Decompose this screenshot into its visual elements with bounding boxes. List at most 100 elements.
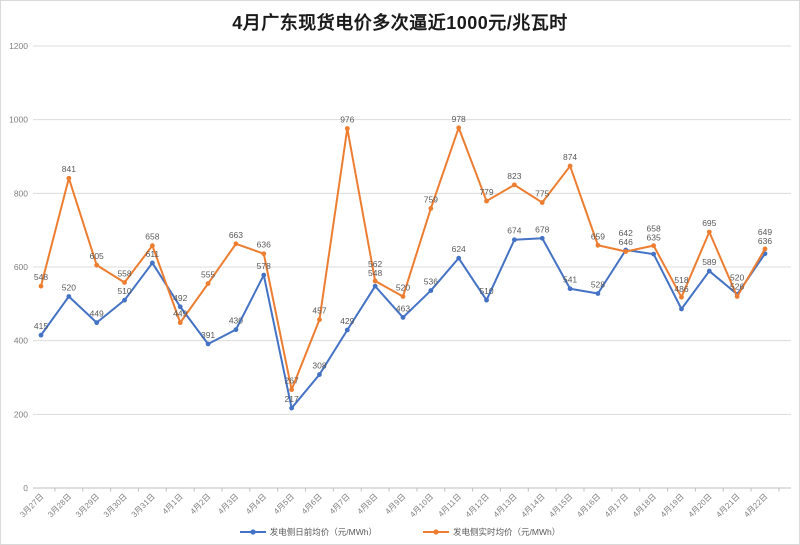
data-point-label-day-ahead: 430	[229, 316, 243, 326]
data-point-label-realtime: 449	[173, 309, 187, 319]
y-axis-tick-label: 800	[14, 188, 28, 198]
x-axis-tick-label: 4月15日	[547, 492, 574, 519]
data-point-label-realtime: 658	[145, 232, 159, 242]
data-point-label-realtime: 779	[479, 187, 493, 197]
data-point-label-realtime: 518	[674, 275, 688, 285]
data-point-label-day-ahead: 536	[424, 277, 438, 287]
data-point-marker	[289, 405, 295, 411]
data-point-label-realtime: 520	[396, 282, 410, 292]
data-point-label-realtime: 976	[340, 115, 354, 125]
data-point-marker	[177, 304, 183, 310]
data-point-label-realtime: 695	[702, 218, 716, 228]
data-point-label-day-ahead: 548	[368, 268, 382, 278]
data-point-marker	[511, 182, 517, 188]
data-point-marker	[706, 268, 712, 274]
data-point-label-day-ahead: 646	[619, 237, 633, 247]
data-point-label-realtime: 823	[507, 171, 521, 181]
data-point-marker	[38, 332, 44, 338]
data-point-marker	[372, 283, 378, 289]
x-axis-tick-label: 4月7日	[328, 492, 352, 516]
data-point-marker	[205, 341, 211, 347]
data-point-marker	[261, 272, 267, 278]
data-point-label-day-ahead: 578	[257, 261, 271, 271]
x-axis-tick-label: 4月19日	[659, 492, 686, 519]
data-point-label-realtime: 659	[591, 231, 605, 241]
data-point-marker	[344, 327, 350, 333]
data-point-label-realtime: 558	[117, 268, 131, 278]
x-axis-tick-label: 4月16日	[575, 492, 602, 519]
x-axis-tick-label: 4月14日	[520, 492, 547, 519]
data-point-label-day-ahead: 520	[62, 282, 76, 292]
data-point-marker	[149, 260, 155, 266]
x-axis-tick-label: 4月18日	[631, 492, 658, 519]
data-point-label-realtime: 759	[424, 194, 438, 204]
data-point-label-realtime: 605	[90, 251, 104, 261]
data-point-label-day-ahead: 415	[34, 321, 48, 331]
data-point-label-day-ahead: 589	[702, 257, 716, 267]
y-axis-tick-label: 0	[23, 483, 28, 493]
data-point-label-day-ahead: 636	[758, 236, 772, 246]
data-point-marker	[651, 251, 657, 257]
data-point-marker	[651, 243, 657, 249]
chart-title: 4月广东现货电价多次逼近1000元/兆瓦时	[232, 13, 568, 33]
x-axis-tick-label: 4月5日	[272, 492, 296, 516]
y-axis-tick-label: 1200	[9, 41, 28, 51]
x-axis-tick-label: 4月1日	[161, 492, 185, 516]
legend-item-realtime-price: 发电侧实时均价（元/MWh）	[423, 526, 560, 538]
data-point-marker	[122, 280, 127, 285]
data-point-marker	[94, 320, 100, 326]
y-axis-tick-label: 1000	[9, 115, 28, 125]
data-point-marker	[233, 241, 239, 247]
data-point-marker	[66, 175, 72, 181]
data-point-label-realtime: 636	[257, 240, 271, 250]
data-point-marker	[317, 372, 322, 377]
data-point-marker	[233, 327, 239, 333]
data-point-label-day-ahead: 217	[285, 394, 299, 404]
data-point-label-day-ahead: 526	[730, 281, 744, 291]
data-point-marker	[595, 242, 601, 248]
legend-line-marker-orange	[423, 529, 449, 535]
x-axis-tick-label: 4月21日	[714, 492, 741, 519]
data-point-label-day-ahead: 611	[146, 249, 160, 259]
data-point-marker	[344, 126, 350, 131]
data-point-label-day-ahead: 463	[396, 303, 410, 313]
data-point-label-day-ahead: 674	[507, 226, 521, 236]
legend-label-day-ahead-price: 发电侧日前均价（元/MWh）	[269, 527, 377, 537]
data-point-label-realtime: 649	[758, 227, 772, 237]
data-point-marker	[428, 288, 434, 293]
x-axis-tick-label: 4月12日	[464, 492, 491, 519]
data-point-marker	[38, 283, 44, 289]
data-point-label-day-ahead: 429	[340, 316, 354, 326]
x-axis-tick-label: 4月10日	[408, 492, 435, 519]
data-point-marker	[289, 387, 295, 393]
data-point-label-day-ahead: 510	[117, 286, 131, 296]
data-point-marker	[595, 291, 601, 296]
data-point-marker	[623, 249, 629, 254]
x-axis-tick-label: 4月3日	[216, 492, 240, 516]
data-point-marker	[66, 294, 72, 299]
data-point-label-realtime: 457	[312, 306, 326, 316]
x-axis-tick-label: 3月30日	[102, 492, 129, 519]
data-point-label-realtime: 978	[452, 114, 466, 124]
data-point-label-realtime: 555	[201, 270, 215, 280]
x-axis-tick-label: 3月29日	[74, 492, 101, 519]
legend-label-realtime-price: 发电侧实时均价（元/MWh）	[453, 527, 561, 537]
data-point-label-day-ahead: 486	[674, 284, 688, 294]
data-point-marker	[539, 200, 545, 205]
data-point-marker	[511, 237, 517, 243]
y-axis-tick-label: 400	[14, 336, 28, 346]
x-axis-tick-label: 4月6日	[300, 492, 324, 516]
data-point-marker	[177, 320, 183, 326]
data-point-marker	[679, 306, 684, 312]
x-axis-tick-label: 4月20日	[687, 492, 714, 519]
data-point-label-day-ahead: 528	[591, 280, 605, 290]
data-point-label-realtime: 562	[368, 259, 382, 269]
y-axis-tick-label: 200	[14, 409, 28, 419]
x-axis-tick-label: 4月17日	[603, 492, 630, 519]
x-axis-tick-label: 3月27日	[18, 492, 45, 519]
legend-item-day-ahead-price: 发电侧日前均价（元/MWh）	[239, 526, 377, 538]
data-point-label-day-ahead: 492	[173, 293, 187, 303]
y-axis-tick-label: 600	[14, 262, 28, 272]
